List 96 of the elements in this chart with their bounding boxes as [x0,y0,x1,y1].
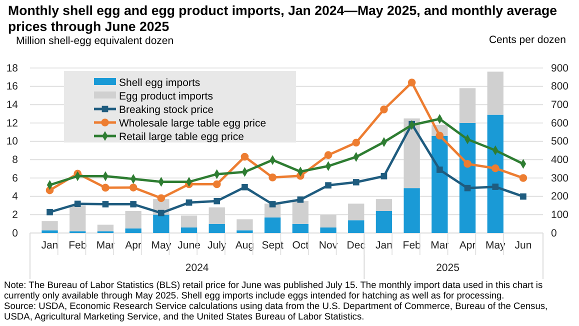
x-tick-label: Dec [346,239,366,252]
point [352,179,360,186]
point [102,201,109,208]
y-tick-label: 2 [12,209,18,222]
point [436,132,444,140]
point [464,184,471,192]
y-tick-label: 18 [6,62,18,74]
point [214,198,220,204]
bar [487,114,504,233]
bar [236,219,253,230]
bar [180,228,198,233]
bar [125,228,142,233]
point [380,173,388,180]
y-tick-label: 12 [6,117,18,130]
x-tick-label: Mar [96,239,116,252]
y2-tick-label: 0 [551,227,557,240]
point [324,151,332,159]
y-tick-label: 0 [12,227,18,240]
y2-tick-label: 300 [551,172,569,184]
point [520,193,526,200]
point [491,164,500,172]
text: 2025 [436,262,460,274]
bar [42,230,58,233]
x-tick-label: Nov [318,239,338,252]
point [212,180,221,188]
y-tick-label: 10 [6,136,18,148]
point [380,106,388,114]
legend-label: Egg product imports [119,90,213,102]
y2-axis-title: Cents per dozen [488,34,566,46]
point [269,201,276,208]
y2-tick-label: 500 [551,136,569,148]
point [325,182,332,188]
point [129,184,138,192]
legend-label: Wholesale large table egg price [119,118,266,130]
bar [153,214,170,233]
legend-label: Retail large table egg price [119,131,244,143]
point [464,160,472,168]
bar [376,211,392,233]
point [46,208,53,216]
text: Note: The Bureau of Labor Statistics (BLS) retail price for June was published July 15. The monthly import data used in this chart is currently only available through May 2025. Shell egg imports include eggs intended for hatching as well as for processing. [4,280,543,300]
point [492,184,499,190]
point [297,196,304,203]
legend-label: Shell egg imports [119,77,200,89]
point [74,200,81,208]
legend-label: Breaking stock price [119,104,214,116]
y2-tick-label: 100 [551,209,569,222]
x-tick-label: Mar [430,239,450,252]
x-tick-label: July [208,239,227,252]
x-tick-label: May [151,239,172,252]
point [186,199,192,206]
point [157,194,166,202]
point [240,152,249,161]
bar [264,217,281,233]
bar [348,220,364,233]
y2-tick-label: 200 [551,190,569,203]
bar [236,230,253,233]
point [102,184,110,192]
point [352,138,360,147]
y2-tick-label: 600 [551,117,569,130]
chart-title: Monthly shell egg and egg product imports, Jan 2024—May 2025, and monthly average prices through June 2025 [8,3,558,34]
bar [404,188,420,233]
x-tick-label: Sept [262,239,284,252]
source-note: Source: USDA, Economic Research Service calculations using data from the U.S. Department of Commerce, Bureau of the Census, USDA, Agricultural Marketing Service, and the United States Bureau of Labor Statistics. [4,301,548,322]
point [242,184,248,190]
x-tick-label: June [178,239,201,252]
point [519,174,528,182]
x-tick-label: Apr [125,239,142,252]
x-tick-label: Jan [376,239,393,252]
x-tick-label: Jun [514,239,532,252]
point [130,201,136,208]
y-tick-label: 16 [6,80,18,93]
y-tick-label: 4 [12,190,18,203]
x-tick-label: May [485,239,506,252]
point [158,210,164,216]
x-tick-label: Oct [292,239,309,252]
text: 2024 [185,262,209,274]
bar [292,224,308,233]
y-tick-label: 8 [12,154,18,166]
y-tick-label: 6 [12,172,18,184]
y2-tick-label: 400 [551,154,569,166]
y2-tick-label: 800 [551,80,569,93]
bar [320,228,336,233]
bar [432,136,448,233]
bar [97,224,114,232]
bar [42,221,58,230]
point [268,174,276,182]
bar [208,224,225,233]
y2-tick-label: 900 [551,62,569,74]
x-tick-label: Apr [459,239,476,252]
y-axis-title: Million shell-egg equivalent dozen [16,35,174,47]
bar [376,199,392,211]
point [408,78,416,86]
y-tick-label: 14 [6,99,18,112]
y2-tick-label: 700 [551,99,569,112]
x-tick-label: Jan [41,239,58,252]
point [436,166,443,173]
